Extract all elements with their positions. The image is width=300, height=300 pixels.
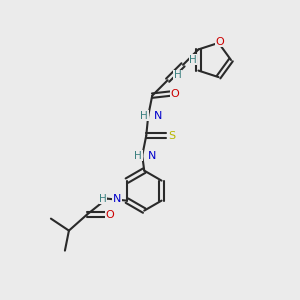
Text: N: N bbox=[154, 111, 163, 121]
Text: O: O bbox=[106, 210, 114, 220]
Text: H: H bbox=[140, 111, 148, 121]
Text: N: N bbox=[148, 151, 157, 160]
Text: H: H bbox=[174, 70, 182, 80]
Text: O: O bbox=[171, 88, 180, 99]
Text: S: S bbox=[169, 130, 176, 141]
Text: H: H bbox=[99, 194, 107, 204]
Text: O: O bbox=[215, 37, 224, 47]
Text: H: H bbox=[189, 55, 197, 65]
Text: N: N bbox=[113, 194, 121, 204]
Text: H: H bbox=[134, 151, 142, 160]
